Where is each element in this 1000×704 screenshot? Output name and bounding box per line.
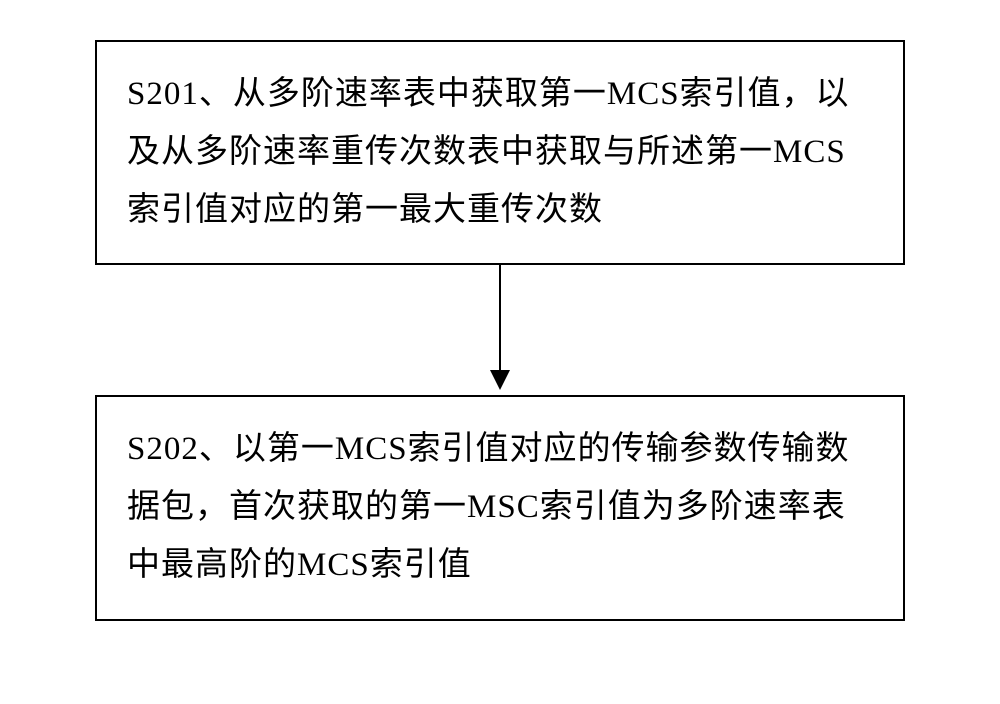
node-text-s201: S201、从多阶速率表中获取第一MCS索引值，以及从多阶速率重传次数表中获取与所… [127,66,873,239]
arrow-line [499,265,501,373]
node-text-s202: S202、以第一MCS索引值对应的传输参数传输数据包，首次获取的第一MSC索引值… [127,421,873,594]
flowchart-node-s202: S202、以第一MCS索引值对应的传输参数传输数据包，首次获取的第一MSC索引值… [95,395,905,620]
flowchart-container: S201、从多阶速率表中获取第一MCS索引值，以及从多阶速率重传次数表中获取与所… [0,0,1000,704]
flowchart-arrow [0,265,1000,395]
arrow-head-icon [490,370,510,390]
flowchart-node-s201: S201、从多阶速率表中获取第一MCS索引值，以及从多阶速率重传次数表中获取与所… [95,40,905,265]
